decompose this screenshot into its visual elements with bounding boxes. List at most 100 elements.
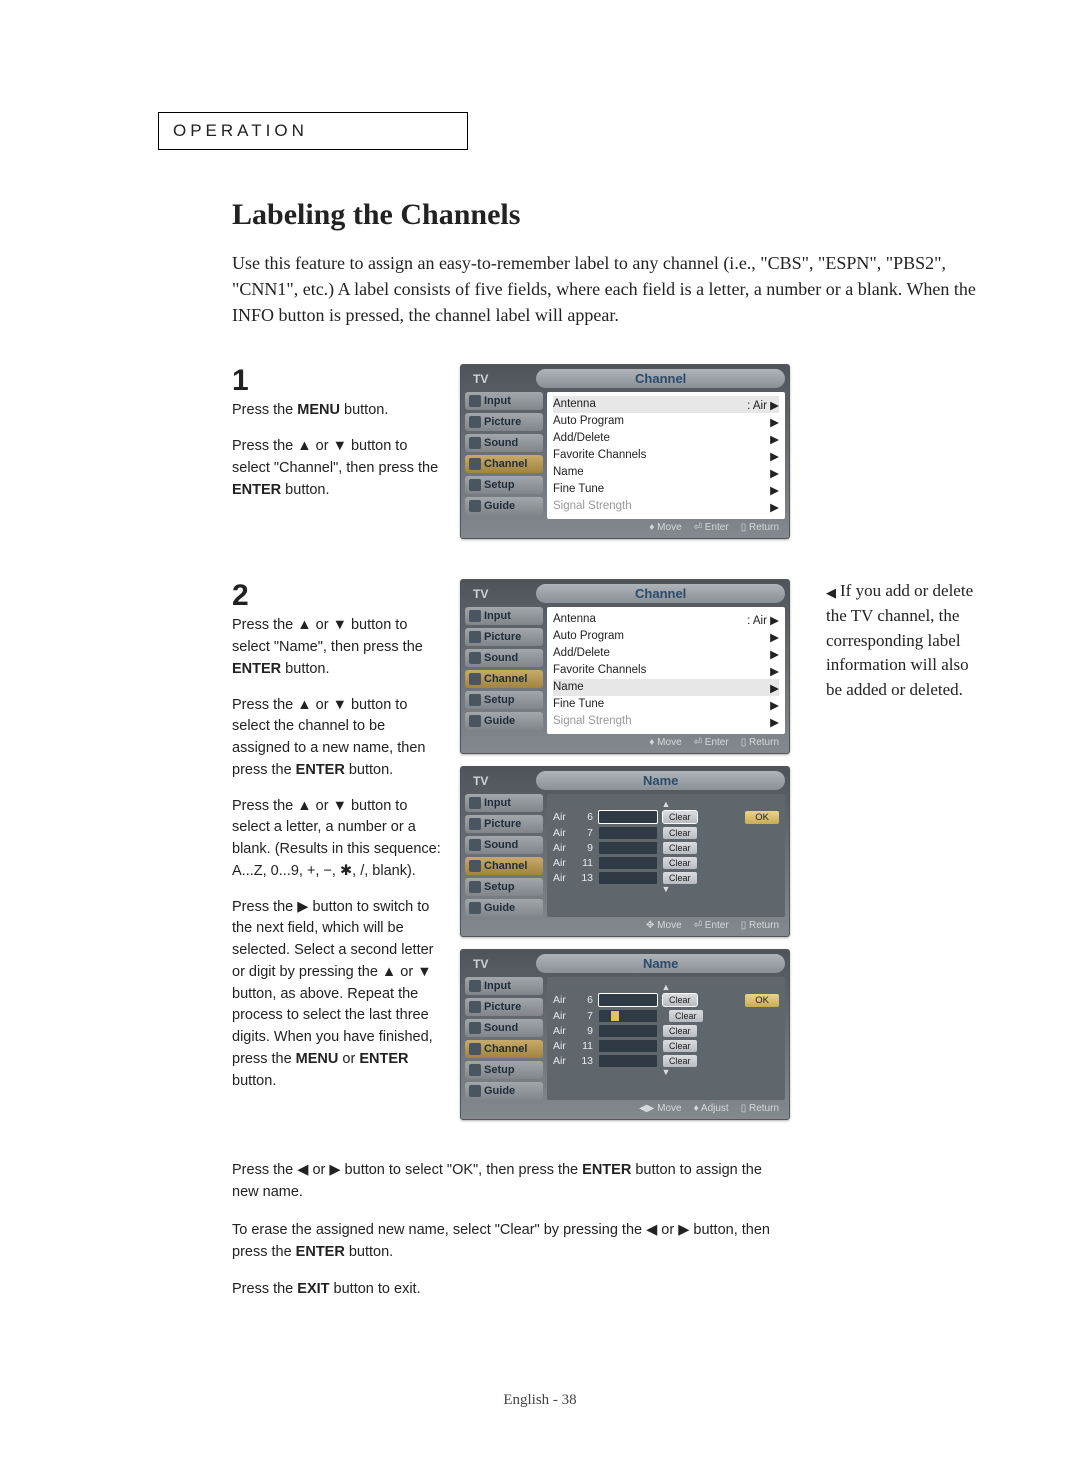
name-field[interactable] (599, 811, 657, 823)
osd-side-input[interactable]: Input (465, 392, 543, 410)
osd-side-input[interactable]: Input (465, 794, 543, 812)
step-2-row: 2 Press the ▲ or ▼ button to select "Nam… (232, 579, 980, 1132)
osd-side-sound[interactable]: Sound (465, 434, 543, 452)
ok-button[interactable]: OK (745, 994, 779, 1007)
name-panel: ▲ Air6ClearOK Air7Clear Air9Clear Air11C… (547, 977, 785, 1100)
channel-icon (469, 458, 481, 470)
chevron-right-icon: ▶ (770, 466, 779, 480)
osd-side-channel[interactable]: Channel (465, 1040, 543, 1058)
osd-side-guide[interactable]: Guide (465, 899, 543, 917)
osd-foot-return: ▯ Return (741, 522, 779, 533)
ok-button[interactable]: OK (745, 811, 779, 824)
osd-side-channel[interactable]: Channel (465, 670, 543, 688)
osd-side-channel[interactable]: Channel (465, 857, 543, 875)
step-2-text-b: Press the ▲ or ▼ button to select the ch… (232, 695, 442, 782)
clear-button[interactable]: Clear (663, 811, 697, 823)
page-title: Labeling the Channels (232, 198, 980, 232)
osd-item-name[interactable]: Name▶ (553, 679, 779, 696)
osd-footer: ♦ Move ⏎ Enter ▯ Return (465, 734, 785, 749)
bottom-text-2: To erase the assigned new name, select "… (232, 1220, 787, 1264)
picture-icon (469, 416, 481, 428)
step-1-text-a: Press the MENU button. (232, 400, 442, 422)
name-row[interactable]: Air6ClearOK (553, 809, 779, 825)
sound-icon (469, 652, 481, 664)
bottom-text-3: Press the EXIT button to exit. (232, 1279, 787, 1301)
osd-side-guide[interactable]: Guide (465, 497, 543, 515)
osd-item-finetune[interactable]: Fine Tune▶ (553, 696, 779, 713)
osd-item-adddelete[interactable]: Add/Delete▶ (553, 645, 779, 662)
guide-icon (469, 715, 481, 727)
step-1-text-b: Press the ▲ or ▼ button to select "Chann… (232, 436, 442, 501)
page-footer: English - 38 (0, 1392, 1080, 1409)
setup-icon (469, 479, 481, 491)
chevron-right-icon: ▶ (770, 500, 779, 514)
osd-tab-name: Name (536, 954, 785, 973)
satellite-icon (469, 610, 481, 622)
osd-name-1: TV Name Input Picture Sound Channel Setu… (460, 766, 790, 937)
intro-paragraph: Use this feature to assign an easy-to-re… (232, 250, 980, 328)
name-row[interactable]: Air6ClearOK (553, 992, 779, 1008)
osd-footer: ♦ Move ⏎ Enter ▯ Return (465, 519, 785, 534)
name-panel: ▲ Air6ClearOK Air7Clear Air9Clear Air11C… (547, 794, 785, 917)
osd-side-picture[interactable]: Picture (465, 998, 543, 1016)
sound-icon (469, 437, 481, 449)
osd-side-picture[interactable]: Picture (465, 815, 543, 833)
osd-side-channel[interactable]: Channel (465, 455, 543, 473)
osd-panel: Antenna: Air ▶ Auto Program▶ Add/Delete▶… (547, 607, 785, 734)
osd-item-favorite[interactable]: Favorite Channels▶ (553, 447, 779, 464)
side-note: If you add or delete the TV channel, the… (826, 579, 980, 1132)
osd-side-guide[interactable]: Guide (465, 1082, 543, 1100)
osd-item-adddelete[interactable]: Add/Delete▶ (553, 430, 779, 447)
osd-side-setup[interactable]: Setup (465, 691, 543, 709)
scroll-down-icon: ▼ (553, 885, 779, 894)
name-row[interactable]: Air7Clear (553, 1008, 779, 1023)
name-row[interactable]: Air7Clear (553, 825, 779, 840)
osd-side-input[interactable]: Input (465, 607, 543, 625)
osd-side-picture[interactable]: Picture (465, 413, 543, 431)
step-1-number: 1 (232, 364, 442, 398)
osd-side-sound[interactable]: Sound (465, 836, 543, 854)
osd-tab-channel: Channel (536, 369, 785, 388)
osd-item-name[interactable]: Name▶ (553, 464, 779, 481)
name-row[interactable]: Air9Clear (553, 840, 779, 855)
osd-item-favorite[interactable]: Favorite Channels▶ (553, 662, 779, 679)
osd-name-2: TV Name Input Picture Sound Channel Setu… (460, 949, 790, 1120)
satellite-icon (469, 395, 481, 407)
scroll-up-icon: ▲ (553, 800, 779, 809)
name-row[interactable]: Air9Clear (553, 1023, 779, 1038)
step-1-row: 1 Press the MENU button. Press the ▲ or … (232, 364, 980, 551)
osd-tv-label: TV (465, 957, 496, 971)
osd-item-finetune[interactable]: Fine Tune▶ (553, 481, 779, 498)
osd-side-setup[interactable]: Setup (465, 476, 543, 494)
osd-foot-move: ♦ Move (649, 522, 681, 533)
osd-tab-name: Name (536, 771, 785, 790)
osd-channel-2: TV Channel Input Picture Sound Channel S… (460, 579, 790, 754)
osd-side-sound[interactable]: Sound (465, 1019, 543, 1037)
osd-item-autoprogram[interactable]: Auto Program▶ (553, 628, 779, 645)
osd-item-autoprogram[interactable]: Auto Program▶ (553, 413, 779, 430)
edit-cursor (611, 1011, 619, 1021)
name-row[interactable]: Air13Clear (553, 1053, 779, 1068)
osd-item-signal: Signal Strength▶ (553, 498, 779, 515)
osd-item-antenna[interactable]: Antenna: Air ▶ (553, 396, 779, 413)
chevron-right-icon: ▶ (770, 415, 779, 429)
name-row[interactable]: Air11Clear (553, 855, 779, 870)
osd-side-guide[interactable]: Guide (465, 712, 543, 730)
guide-icon (469, 500, 481, 512)
osd-side-input[interactable]: Input (465, 977, 543, 995)
osd-side-picture[interactable]: Picture (465, 628, 543, 646)
osd-side-setup[interactable]: Setup (465, 1061, 543, 1079)
name-row[interactable]: Air11Clear (553, 1038, 779, 1053)
osd-side-sound[interactable]: Sound (465, 649, 543, 667)
osd-item-antenna[interactable]: Antenna: Air ▶ (553, 611, 779, 628)
osd-footer: ✥ Move ⏎ Enter ▯ Return (465, 917, 785, 932)
osd-side-setup[interactable]: Setup (465, 878, 543, 896)
osd-footer: ◀▶ Move ♦ Adjust ▯ Return (465, 1100, 785, 1115)
osd-tab-channel: Channel (536, 584, 785, 603)
channel-icon (469, 673, 481, 685)
name-row[interactable]: Air13Clear (553, 870, 779, 885)
section-label-box: OPERATION (158, 112, 468, 150)
osd-panel: Antenna: Air ▶ Auto Program▶ Add/Delete▶… (547, 392, 785, 519)
osd-tv-label: TV (465, 372, 496, 386)
chevron-right-icon: ▶ (770, 483, 779, 497)
